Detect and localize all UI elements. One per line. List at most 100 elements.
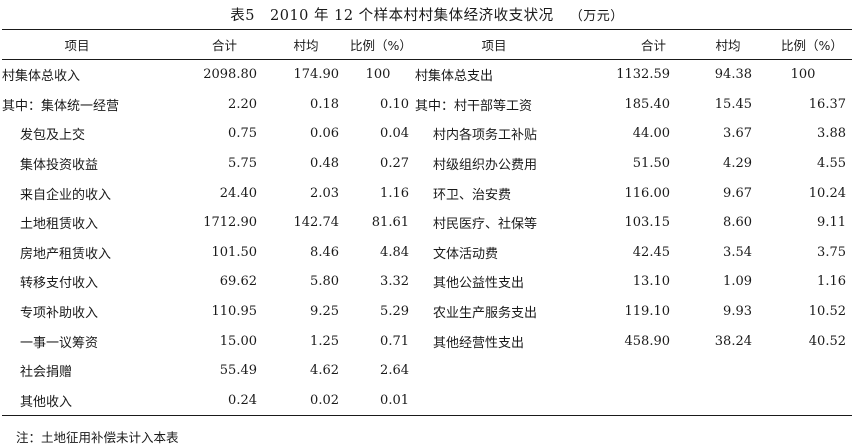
income-avg: 0.18 xyxy=(310,96,339,112)
income-total: 2.20 xyxy=(228,96,257,112)
income-expense-table: 项目 合计 村均 比例（%） 项目 合计 村均 比例（%） 村集体总收入 2098… xyxy=(2,29,852,417)
empty-cell xyxy=(573,356,678,386)
table-note: 注：土地征用补偿未计入本表 xyxy=(16,430,179,445)
income-ratio: 81.61 xyxy=(371,215,409,231)
table-row: 其他收入 0.24 0.02 0.01 xyxy=(2,385,852,417)
expense-total: 42.45 xyxy=(632,244,670,260)
income-total: 101.50 xyxy=(211,244,258,260)
income-total: 24.40 xyxy=(219,185,257,201)
expense-avg: 3.54 xyxy=(723,244,752,260)
expense-total: 103.15 xyxy=(624,215,671,231)
expense-item: 村内各项务工补贴 xyxy=(433,128,538,144)
table-row: 发包及上交 0.75 0.06 0.04 村内各项务工补贴 44.00 3.67 3.88 xyxy=(2,119,852,149)
expense-avg: 94.38 xyxy=(714,67,752,83)
income-item: 房地产租赁收入 xyxy=(20,246,112,262)
income-item: 来自企业的收入 xyxy=(20,187,112,203)
income-item: 村集体总收入 xyxy=(2,69,81,85)
income-item: 其他收入 xyxy=(2,385,152,417)
expense-item: 村民医疗、社保等 xyxy=(433,217,538,233)
income-ratio: 0.10 xyxy=(380,96,409,112)
table-row: 社会捐赠 55.49 4.62 2.64 xyxy=(2,356,852,386)
table-row: 土地租赁收入 1712.90 142.74 81.61 村民医疗、社保等 103.15 8.… xyxy=(2,208,852,238)
empty-cell xyxy=(415,356,573,386)
header-total-expense: 合计 xyxy=(573,29,678,60)
income-avg: 2.03 xyxy=(310,185,339,201)
expense-item: 其他公益性支出 xyxy=(433,276,525,292)
expense-avg: 15.45 xyxy=(714,96,752,112)
expense-total: 185.40 xyxy=(624,96,671,112)
empty-cell xyxy=(415,385,573,417)
income-ratio: 5.29 xyxy=(380,304,409,320)
expense-item: 文体活动费 xyxy=(433,246,499,262)
table-title-text: 表5 2010 年 12 个样本村村集体经济收支状况 xyxy=(230,8,554,24)
income-avg: 4.62 xyxy=(310,363,339,379)
income-avg: 0.02 xyxy=(265,385,347,417)
income-ratio: 0.71 xyxy=(380,333,409,349)
income-ratio: 100 xyxy=(365,67,391,83)
income-avg: 142.74 xyxy=(293,215,340,231)
income-total: 0.75 xyxy=(228,126,257,142)
expense-total: 51.50 xyxy=(632,156,670,172)
expense-avg: 9.67 xyxy=(723,185,752,201)
expense-ratio: 1.16 xyxy=(817,274,846,290)
table-row: 集体投资收益 5.75 0.48 0.27 村级组织办公费用 51.50 4.29 4.55 xyxy=(2,149,852,179)
expense-item: 农业生产服务支出 xyxy=(433,306,538,322)
income-avg: 9.25 xyxy=(310,304,339,320)
expense-ratio: 9.11 xyxy=(817,215,846,231)
expense-avg: 38.24 xyxy=(714,333,752,349)
header-item-expense: 项目 xyxy=(415,29,573,60)
expense-ratio: 3.75 xyxy=(817,244,846,260)
income-avg: 5.80 xyxy=(310,274,339,290)
header-total-income: 合计 xyxy=(152,29,265,60)
expense-total: 1132.59 xyxy=(616,67,670,83)
income-total: 15.00 xyxy=(219,333,257,349)
table-row: 来自企业的收入 24.40 2.03 1.16 环卫、治安费 116.00 9.67 10.2… xyxy=(2,178,852,208)
expense-total: 119.10 xyxy=(624,304,671,320)
income-total: 69.62 xyxy=(219,274,257,290)
expense-total: 44.00 xyxy=(632,126,670,142)
income-ratio: 0.27 xyxy=(380,156,409,172)
table-row: 其中：集体统一经营 2.20 0.18 0.10 其中：村干部等工资 185.40 15.4… xyxy=(2,90,852,120)
income-total: 2098.80 xyxy=(203,67,257,83)
income-item: 社会捐赠 xyxy=(20,365,73,381)
empty-cell xyxy=(678,385,760,417)
table-header-row: 项目 合计 村均 比例（%） 项目 合计 村均 比例（%） xyxy=(2,29,852,60)
expense-total: 13.10 xyxy=(632,274,670,290)
income-ratio: 0.04 xyxy=(380,126,409,142)
header-ratio-expense: 比例（%） xyxy=(760,29,852,60)
header-ratio-income: 比例（%） xyxy=(347,29,415,60)
table-title: 表5 2010 年 12 个样本村村集体经济收支状况 （万元） xyxy=(0,4,854,25)
table-row: 房地产租赁收入 101.50 8.46 4.84 文体活动费 42.45 3.54 3.75 xyxy=(2,238,852,268)
table-row: 一事一议筹资 15.00 1.25 0.71 其他经营性支出 458.90 38.24 40.… xyxy=(2,326,852,356)
expense-avg: 4.29 xyxy=(723,156,752,172)
income-item: 一事一议筹资 xyxy=(20,335,99,351)
income-ratio: 3.32 xyxy=(380,274,409,290)
table-unit: （万元） xyxy=(569,9,624,24)
expense-item: 村集体总支出 xyxy=(415,69,494,85)
table-row: 专项补助收入 110.95 9.25 5.29 农业生产服务支出 119.10 9.93 10… xyxy=(2,297,852,327)
income-avg: 8.46 xyxy=(310,244,339,260)
expense-ratio: 16.37 xyxy=(808,96,846,112)
header-item-income: 项目 xyxy=(2,29,152,60)
income-ratio: 4.84 xyxy=(380,244,409,260)
income-item: 其中：集体统一经营 xyxy=(2,98,120,114)
income-item: 土地租赁收入 xyxy=(20,217,99,233)
expense-ratio: 3.88 xyxy=(817,126,846,142)
income-ratio: 0.01 xyxy=(347,385,415,417)
expense-item: 其中：村干部等工资 xyxy=(415,98,533,114)
expense-avg: 9.93 xyxy=(723,304,752,320)
table-row: 转移支付收入 69.62 5.80 3.32 其他公益性支出 13.10 1.09 1.16 xyxy=(2,267,852,297)
income-item: 发包及上交 xyxy=(20,128,86,144)
expense-item: 村级组织办公费用 xyxy=(433,158,538,174)
income-ratio: 1.16 xyxy=(380,185,409,201)
table-body: 村集体总收入 2098.80 174.90 100 村集体总支出 1132.59 94.38… xyxy=(2,60,852,417)
header-avg-expense: 村均 xyxy=(678,29,760,60)
empty-cell xyxy=(678,356,760,386)
income-total: 110.95 xyxy=(211,304,258,320)
income-total: 5.75 xyxy=(228,156,257,172)
income-total: 1712.90 xyxy=(203,215,257,231)
income-item: 转移支付收入 xyxy=(20,276,99,292)
table-row: 村集体总收入 2098.80 174.90 100 村集体总支出 1132.59 94.38… xyxy=(2,60,852,90)
expense-avg: 8.60 xyxy=(723,215,752,231)
expense-total: 458.90 xyxy=(624,333,671,349)
